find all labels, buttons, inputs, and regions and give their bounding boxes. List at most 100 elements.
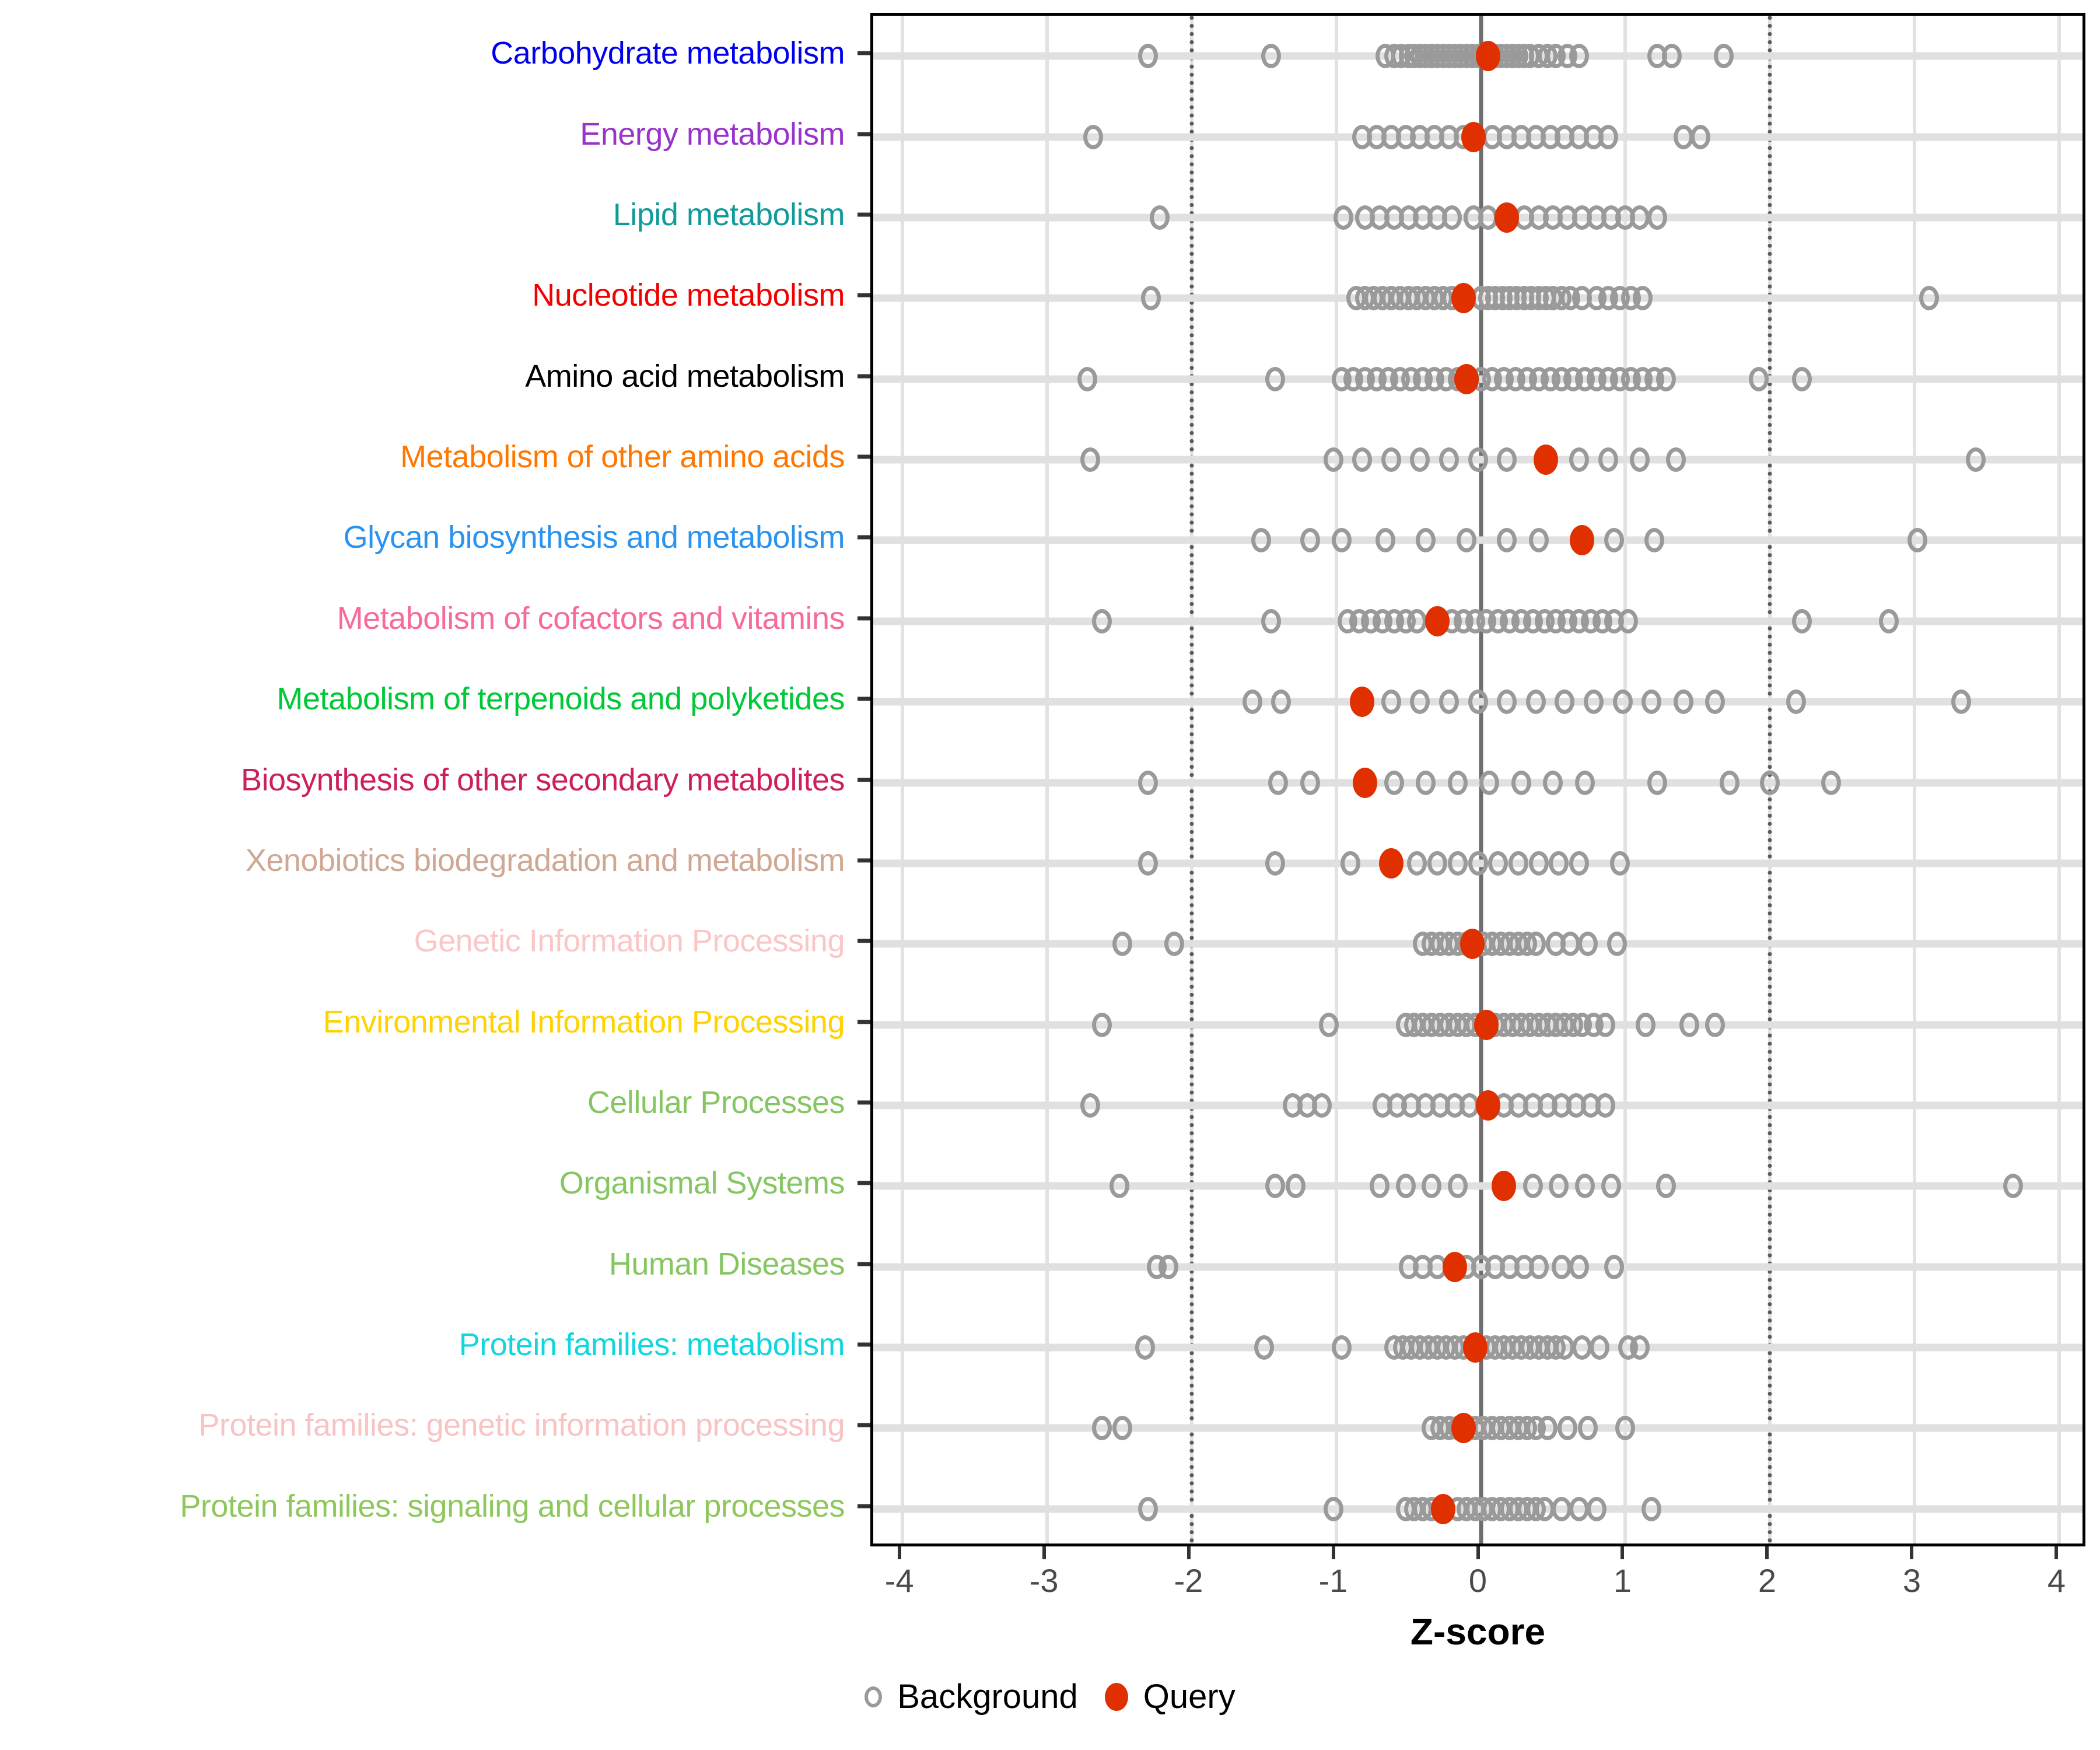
background-point[interactable] [1508,850,1528,876]
query-point[interactable] [1460,929,1485,960]
query-point[interactable] [1570,525,1595,556]
background-point[interactable] [1497,528,1517,553]
background-point[interactable] [1158,1254,1178,1279]
background-point[interactable] [1598,447,1618,473]
background-point[interactable] [1333,205,1353,230]
background-point[interactable] [1583,690,1604,715]
background-point[interactable] [1416,770,1436,795]
background-point[interactable] [1080,1093,1100,1118]
background-point[interactable] [1381,690,1401,715]
background-point[interactable] [1447,770,1468,795]
background-point[interactable] [1410,690,1430,715]
background-point[interactable] [1908,528,1928,553]
background-point[interactable] [1618,608,1639,634]
background-point[interactable] [1261,608,1281,634]
background-point[interactable] [1265,1174,1286,1199]
background-point[interactable] [1384,770,1404,795]
query-point[interactable] [1462,1332,1488,1363]
background-point[interactable] [1265,850,1286,876]
background-point[interactable] [1381,447,1401,473]
background-point[interactable] [1595,1093,1615,1118]
background-point[interactable] [1549,1174,1569,1199]
background-point[interactable] [1497,690,1517,715]
background-point[interactable] [1720,770,1740,795]
background-point[interactable] [1606,932,1627,957]
background-point[interactable] [1792,366,1812,391]
background-point[interactable] [1138,850,1158,876]
legend-item-query[interactable]: Query [1104,1677,1236,1716]
background-point[interactable] [1647,770,1668,795]
background-point[interactable] [1951,690,1971,715]
background-point[interactable] [1242,690,1262,715]
background-point[interactable] [1644,528,1665,553]
background-point[interactable] [1630,447,1650,473]
background-point[interactable] [1138,770,1158,795]
background-point[interactable] [1878,608,1899,634]
background-point[interactable] [1656,366,1676,391]
background-point[interactable] [1407,850,1427,876]
query-point[interactable] [1350,687,1375,718]
background-point[interactable] [1612,690,1633,715]
background-point[interactable] [1091,1416,1112,1441]
background-point[interactable] [1919,286,1940,311]
background-point[interactable] [1149,205,1170,230]
background-point[interactable] [1575,1174,1595,1199]
background-point[interactable] [1407,608,1427,634]
query-point[interactable] [1451,283,1476,314]
background-point[interactable] [1265,366,1286,391]
background-point[interactable] [1549,850,1569,876]
background-point[interactable] [1319,1012,1339,1037]
query-point[interactable] [1425,606,1450,636]
background-point[interactable] [1595,1012,1615,1037]
query-point[interactable] [1353,767,1378,798]
query-point[interactable] [1475,1090,1500,1121]
query-point[interactable] [1442,1251,1467,1282]
query-point[interactable] [1492,1171,1517,1202]
background-point[interactable] [1601,1174,1621,1199]
background-point[interactable] [1438,447,1459,473]
background-point[interactable] [1332,528,1352,553]
background-point[interactable] [1630,1335,1650,1360]
query-point[interactable] [1451,1413,1476,1444]
query-point[interactable] [1474,1009,1499,1040]
background-point[interactable] [1456,528,1476,553]
background-point[interactable] [1714,44,1734,69]
background-point[interactable] [1661,44,1682,69]
background-point[interactable] [1395,1174,1416,1199]
background-point[interactable] [1760,770,1780,795]
background-point[interactable] [1673,690,1693,715]
background-point[interactable] [1261,44,1281,69]
query-point[interactable] [1475,41,1500,72]
background-point[interactable] [1410,447,1430,473]
background-point[interactable] [1586,1496,1606,1521]
background-point[interactable] [1468,447,1488,473]
background-point[interactable] [1558,1416,1578,1441]
background-point[interactable] [1479,770,1500,795]
background-point[interactable] [1821,770,1841,795]
background-point[interactable] [1965,447,1986,473]
background-point[interactable] [1286,1174,1306,1199]
background-point[interactable] [1609,850,1630,876]
background-point[interactable] [1604,1254,1624,1279]
background-point[interactable] [1705,690,1726,715]
background-point[interactable] [1642,1496,1662,1521]
background-point[interactable] [1340,850,1361,876]
background-point[interactable] [1468,850,1488,876]
background-point[interactable] [1091,1012,1112,1037]
background-point[interactable] [1575,770,1595,795]
background-point[interactable] [1636,1012,1656,1037]
background-point[interactable] [2003,1174,2024,1199]
query-point[interactable] [1461,121,1486,152]
background-point[interactable] [1332,1335,1352,1360]
background-point[interactable] [1164,932,1184,957]
background-point[interactable] [1525,690,1546,715]
background-point[interactable] [1447,1174,1468,1199]
background-point[interactable] [1511,770,1531,795]
background-point[interactable] [1268,770,1289,795]
background-point[interactable] [1375,528,1395,553]
background-point[interactable] [1569,44,1590,69]
background-point[interactable] [1311,1093,1332,1118]
background-point[interactable] [1369,1174,1390,1199]
background-point[interactable] [1468,690,1488,715]
background-point[interactable] [1271,690,1292,715]
